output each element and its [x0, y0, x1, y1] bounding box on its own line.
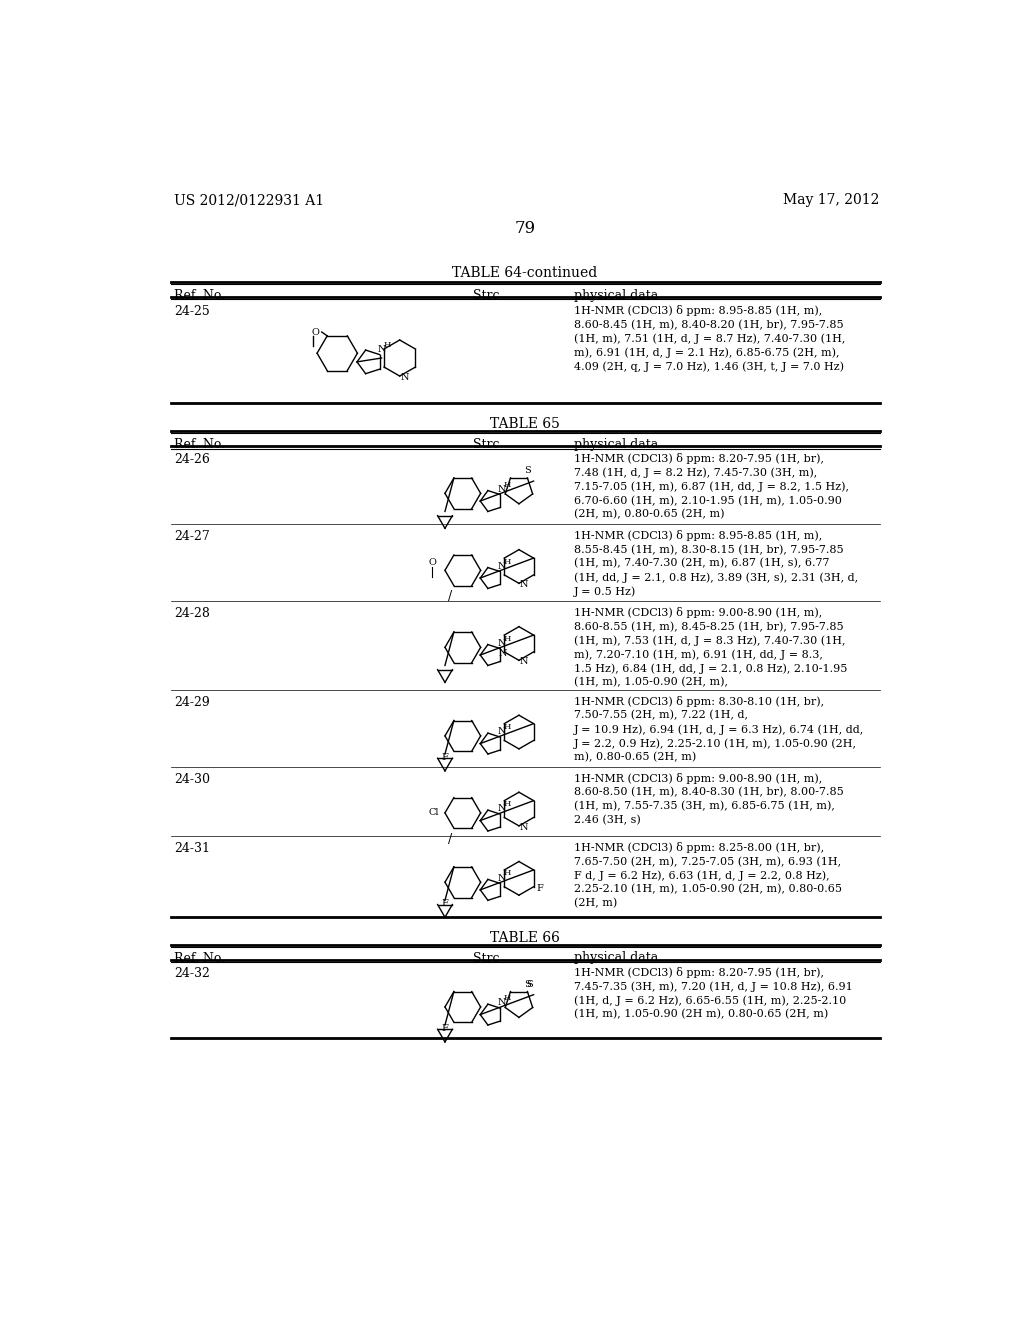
Text: 1H-NMR (CDCl3) δ ppm: 8.95-8.85 (1H, m),
8.60-8.45 (1H, m), 8.40-8.20 (1H, br), : 1H-NMR (CDCl3) δ ppm: 8.95-8.85 (1H, m),… — [573, 305, 845, 372]
Text: N: N — [498, 998, 506, 1007]
Text: Cl: Cl — [429, 808, 439, 817]
Text: N: N — [499, 649, 507, 657]
Text: S: S — [524, 979, 530, 989]
Text: 79: 79 — [514, 220, 536, 238]
Text: N: N — [400, 374, 409, 381]
Text: F: F — [537, 884, 544, 892]
Text: H: H — [504, 480, 511, 488]
Text: H: H — [504, 635, 511, 643]
Text: 1H-NMR (CDCl3) δ ppm: 9.00-8.90 (1H, m),
8.60-8.55 (1H, m), 8.45-8.25 (1H, br), : 1H-NMR (CDCl3) δ ppm: 9.00-8.90 (1H, m),… — [573, 607, 847, 688]
Text: F: F — [441, 1024, 449, 1034]
Text: O: O — [311, 327, 319, 337]
Text: N: N — [498, 804, 506, 813]
Text: Ref. No.: Ref. No. — [174, 438, 225, 451]
Text: H: H — [504, 800, 511, 808]
Text: 24-26: 24-26 — [174, 453, 210, 466]
Text: May 17, 2012: May 17, 2012 — [783, 193, 880, 207]
Text: 1H-NMR (CDCl3) δ ppm: 8.95-8.85 (1H, m),
8.55-8.45 (1H, m), 8.30-8.15 (1H, br), : 1H-NMR (CDCl3) δ ppm: 8.95-8.85 (1H, m),… — [573, 531, 858, 597]
Text: 1H-NMR (CDCl3) δ ppm: 9.00-8.90 (1H, m),
8.60-8.50 (1H, m), 8.40-8.30 (1H, br), : 1H-NMR (CDCl3) δ ppm: 9.00-8.90 (1H, m),… — [573, 774, 844, 825]
Text: N: N — [519, 581, 527, 589]
Text: N: N — [519, 657, 527, 667]
Text: 24-27: 24-27 — [174, 531, 210, 544]
Text: 1H-NMR (CDCl3) δ ppm: 8.20-7.95 (1H, br),
7.45-7.35 (3H, m), 7.20 (1H, d, J = 10: 1H-NMR (CDCl3) δ ppm: 8.20-7.95 (1H, br)… — [573, 966, 852, 1019]
Text: H: H — [504, 994, 511, 1002]
Text: H: H — [504, 870, 511, 878]
Text: H: H — [504, 723, 511, 731]
Text: US 2012/0122931 A1: US 2012/0122931 A1 — [174, 193, 325, 207]
Text: N: N — [519, 822, 527, 832]
Text: 1H-NMR (CDCl3) δ ppm: 8.20-7.95 (1H, br),
7.48 (1H, d, J = 8.2 Hz), 7.45-7.30 (3: 1H-NMR (CDCl3) δ ppm: 8.20-7.95 (1H, br)… — [573, 453, 849, 520]
Text: 1H-NMR (CDCl3) δ ppm: 8.30-8.10 (1H, br),
7.50-7.55 (2H, m), 7.22 (1H, d,
J = 10: 1H-NMR (CDCl3) δ ppm: 8.30-8.10 (1H, br)… — [573, 696, 864, 762]
Text: 24-30: 24-30 — [174, 774, 211, 785]
Text: F: F — [441, 899, 449, 908]
Text: Strc: Strc — [473, 952, 500, 965]
Text: 24-32: 24-32 — [174, 966, 210, 979]
Text: 24-25: 24-25 — [174, 305, 210, 318]
Text: O: O — [428, 558, 436, 568]
Text: TABLE 65: TABLE 65 — [489, 417, 560, 432]
Text: N: N — [498, 874, 506, 883]
Text: Strc: Strc — [473, 438, 500, 451]
Text: N: N — [498, 562, 506, 570]
Text: 24-29: 24-29 — [174, 696, 210, 709]
Text: physical data: physical data — [573, 952, 657, 965]
Text: N: N — [498, 727, 506, 737]
Text: physical data: physical data — [573, 438, 657, 451]
Text: TABLE 64-continued: TABLE 64-continued — [453, 267, 597, 280]
Text: /: / — [447, 833, 453, 846]
Text: H: H — [504, 557, 511, 565]
Text: S: S — [525, 979, 532, 989]
Text: Strc: Strc — [473, 289, 500, 301]
Text: 24-28: 24-28 — [174, 607, 210, 620]
Text: Ref. No.: Ref. No. — [174, 289, 225, 301]
Text: F: F — [441, 752, 449, 762]
Text: physical data: physical data — [573, 289, 657, 301]
Text: N: N — [378, 345, 386, 354]
Text: TABLE 66: TABLE 66 — [489, 931, 560, 945]
Text: 24-31: 24-31 — [174, 842, 211, 855]
Text: N: N — [498, 639, 506, 648]
Text: 1H-NMR (CDCl3) δ ppm: 8.25-8.00 (1H, br),
7.65-7.50 (2H, m), 7.25-7.05 (3H, m), : 1H-NMR (CDCl3) δ ppm: 8.25-8.00 (1H, br)… — [573, 842, 842, 908]
Text: H: H — [384, 341, 391, 348]
Text: /: / — [447, 590, 453, 603]
Text: S: S — [524, 466, 530, 475]
Text: Ref. No.: Ref. No. — [174, 952, 225, 965]
Text: N: N — [498, 484, 506, 494]
